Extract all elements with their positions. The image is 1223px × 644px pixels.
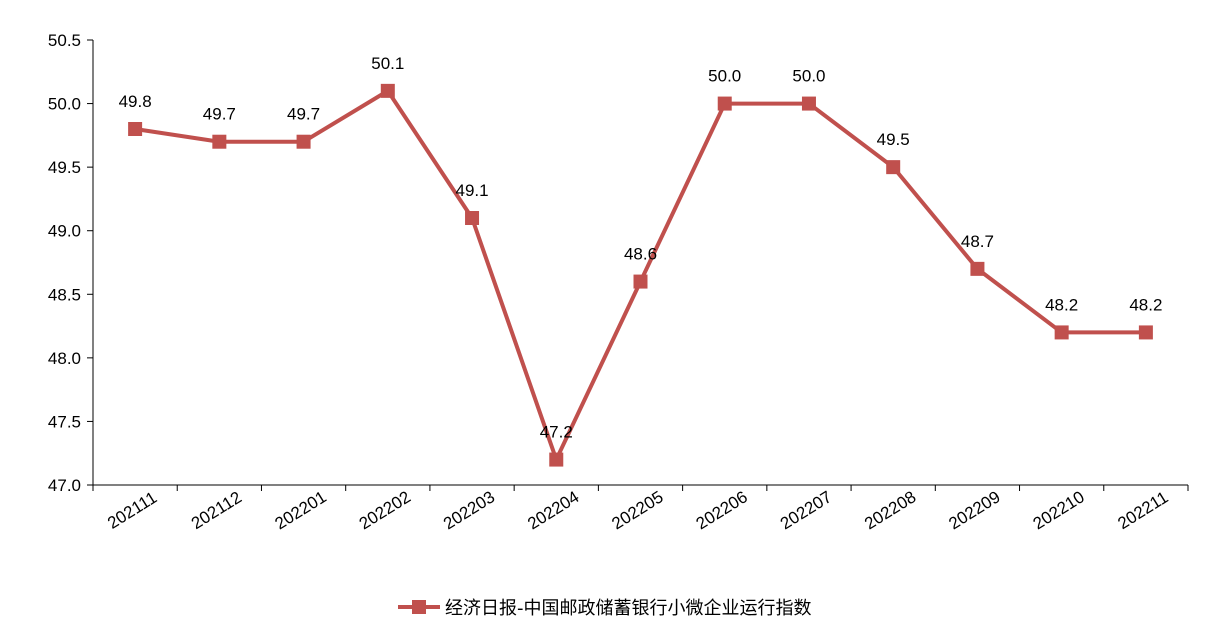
data-label: 50.1 — [371, 54, 404, 73]
y-tick-label: 50.5 — [48, 31, 81, 50]
x-tick-label: 202202 — [356, 487, 414, 533]
data-point-marker — [801, 96, 816, 111]
data-label: 47.2 — [540, 423, 573, 442]
data-point-marker — [296, 134, 311, 149]
legend-series-label: 经济日报-中国邮政储蓄银行小微企业运行指数 — [445, 598, 812, 619]
x-tick-label: 202203 — [440, 487, 498, 533]
x-tick-label: 202201 — [272, 487, 330, 533]
data-point-marker — [380, 83, 395, 98]
y-tick-label: 49.5 — [48, 158, 81, 177]
x-tick-label: 202211 — [1114, 488, 1171, 534]
legend-series-marker — [412, 600, 426, 614]
legend: 经济日报-中国邮政储蓄银行小微企业运行指数 — [398, 598, 812, 619]
y-tick-label: 47.5 — [48, 412, 81, 431]
data-point-marker — [549, 452, 564, 467]
data-point-marker — [1138, 325, 1153, 340]
series-layer — [128, 83, 1153, 467]
x-tick-label: 202210 — [1030, 487, 1088, 533]
y-tick-label: 48.5 — [48, 285, 81, 304]
data-label: 48.2 — [1045, 295, 1078, 314]
data-labels-layer: 49.8 49.7 49.7 50.1 49.1 47.2 48.6 50.0 50.0 49.5… — [119, 54, 1163, 442]
y-tick-label: 48.0 — [48, 349, 81, 368]
data-label: 49.5 — [877, 130, 910, 149]
axes-layer — [92, 40, 1188, 486]
data-point-marker — [212, 134, 227, 149]
data-label: 49.7 — [203, 105, 236, 124]
data-point-marker — [633, 274, 648, 289]
x-tick-label: 202208 — [861, 487, 919, 533]
x-tick-label: 202209 — [945, 487, 1003, 533]
x-tick-label: 202204 — [524, 487, 582, 533]
x-tick-label: 202111 — [104, 488, 160, 533]
data-label: 49.8 — [119, 92, 152, 111]
data-label: 49.7 — [287, 105, 320, 124]
x-tick-label: 202205 — [608, 487, 666, 533]
y-tick-label: 49.0 — [48, 222, 81, 241]
y-tick-label: 47.0 — [48, 476, 81, 495]
data-point-marker — [886, 160, 901, 175]
data-label: 50.0 — [708, 67, 741, 86]
data-label: 50.0 — [792, 67, 825, 86]
data-point-marker — [717, 96, 732, 111]
x-tick-label: 202206 — [693, 487, 751, 533]
y-tick-label: 50.0 — [48, 95, 81, 114]
data-label: 48.2 — [1129, 295, 1162, 314]
data-label: 48.7 — [961, 232, 994, 251]
data-label: 48.6 — [624, 245, 657, 264]
data-point-marker — [465, 211, 480, 225]
data-point-marker — [1054, 325, 1069, 340]
data-label: 49.1 — [455, 181, 488, 200]
data-point-marker — [128, 122, 143, 136]
x-tick-label: 202207 — [777, 487, 835, 533]
x-tick-label: 202112 — [188, 488, 245, 534]
data-point-marker — [970, 261, 985, 276]
